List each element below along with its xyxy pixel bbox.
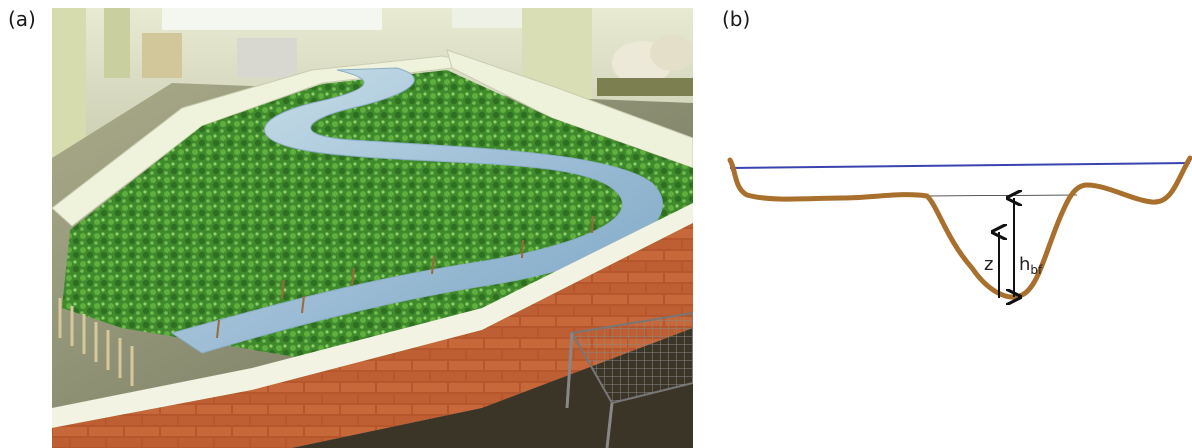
hbf-label-sub: bf	[1030, 263, 1043, 277]
hbf-label-main: h	[1019, 254, 1030, 275]
bankfull-line	[926, 194, 1078, 197]
panel-label-a: (a)	[8, 7, 36, 31]
channel-bed-profile	[727, 155, 1192, 300]
z-label: z	[984, 254, 993, 275]
panel-label-b: (b)	[722, 7, 751, 31]
hbf-label: hbf	[1019, 254, 1043, 277]
cross-section-diagram: z hbf	[727, 155, 1192, 320]
water-surface-line	[729, 162, 1191, 169]
flume-photo	[52, 8, 693, 448]
